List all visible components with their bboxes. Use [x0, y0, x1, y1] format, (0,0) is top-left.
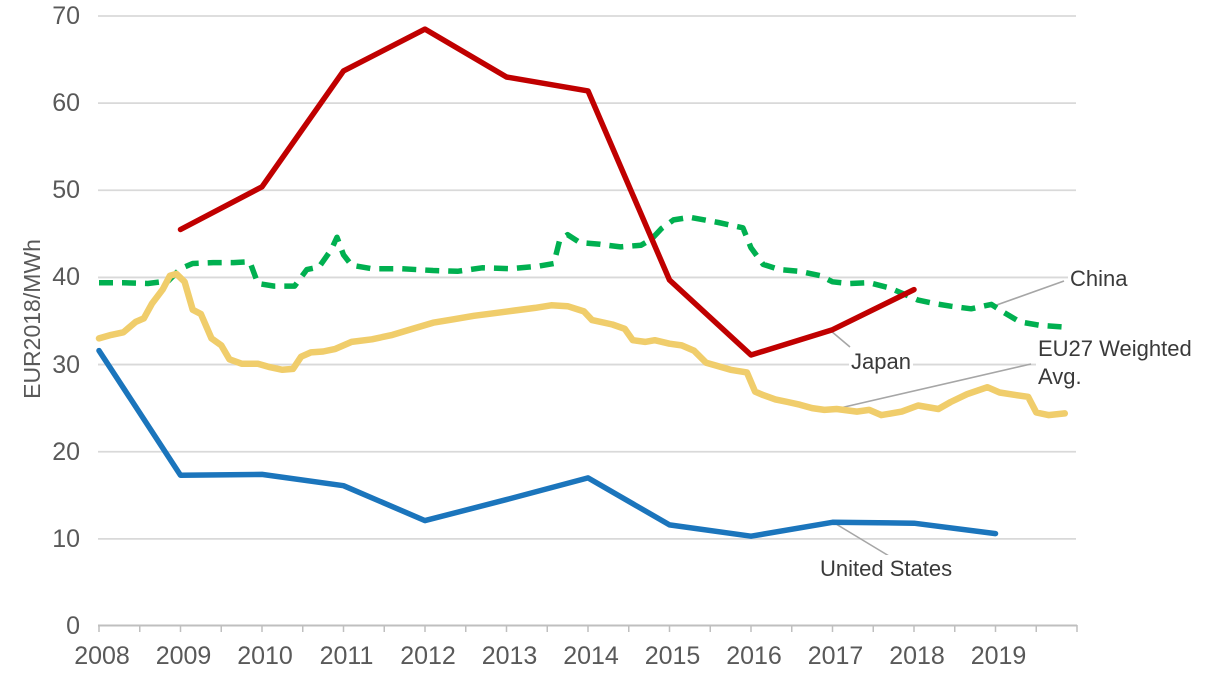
y-tick-label: 30	[52, 350, 80, 379]
x-tick-label: 2017	[807, 642, 864, 670]
y-axis-title: EUR2018/MWh	[19, 239, 45, 399]
x-tick-label: 2009	[155, 642, 212, 670]
x-tick-label: 2016	[726, 642, 782, 670]
x-tick-label: 2014	[563, 642, 619, 670]
y-tick-label: 20	[52, 437, 80, 466]
callout-line-china	[990, 280, 1065, 308]
x-tick-label: 2012	[400, 642, 456, 670]
x-tick-label: 2008	[74, 642, 130, 670]
series-line-us	[96, 347, 999, 539]
series-line-japan	[177, 26, 917, 358]
y-tick-label: 50	[52, 176, 80, 205]
series-line-eu27	[95, 270, 1069, 419]
x-tick-label: 2013	[481, 642, 538, 670]
x-tick-label: 2015	[644, 642, 701, 670]
series-label-china: China	[1068, 265, 1130, 293]
x-tick-label: 2010	[237, 642, 293, 670]
x-tick-label: 2019	[970, 642, 1027, 670]
callout-line-eu27	[826, 363, 1032, 412]
series-label-eu27: EU27 Weighted Avg.	[1036, 335, 1209, 391]
y-tick-label: 0	[66, 612, 80, 640]
y-tick-label: 40	[52, 263, 80, 292]
series-label-japan: Japan	[849, 348, 913, 376]
x-tick-label: 2011	[319, 642, 374, 670]
callout-line-japan	[830, 330, 851, 348]
x-tick-label: 2018	[889, 642, 945, 670]
y-tick-label: 70	[52, 1, 80, 30]
y-tick-label: 10	[52, 524, 80, 553]
series-label-us: United States	[818, 555, 955, 583]
callout-line-us	[835, 523, 890, 557]
y-tick-label: 60	[52, 89, 80, 118]
